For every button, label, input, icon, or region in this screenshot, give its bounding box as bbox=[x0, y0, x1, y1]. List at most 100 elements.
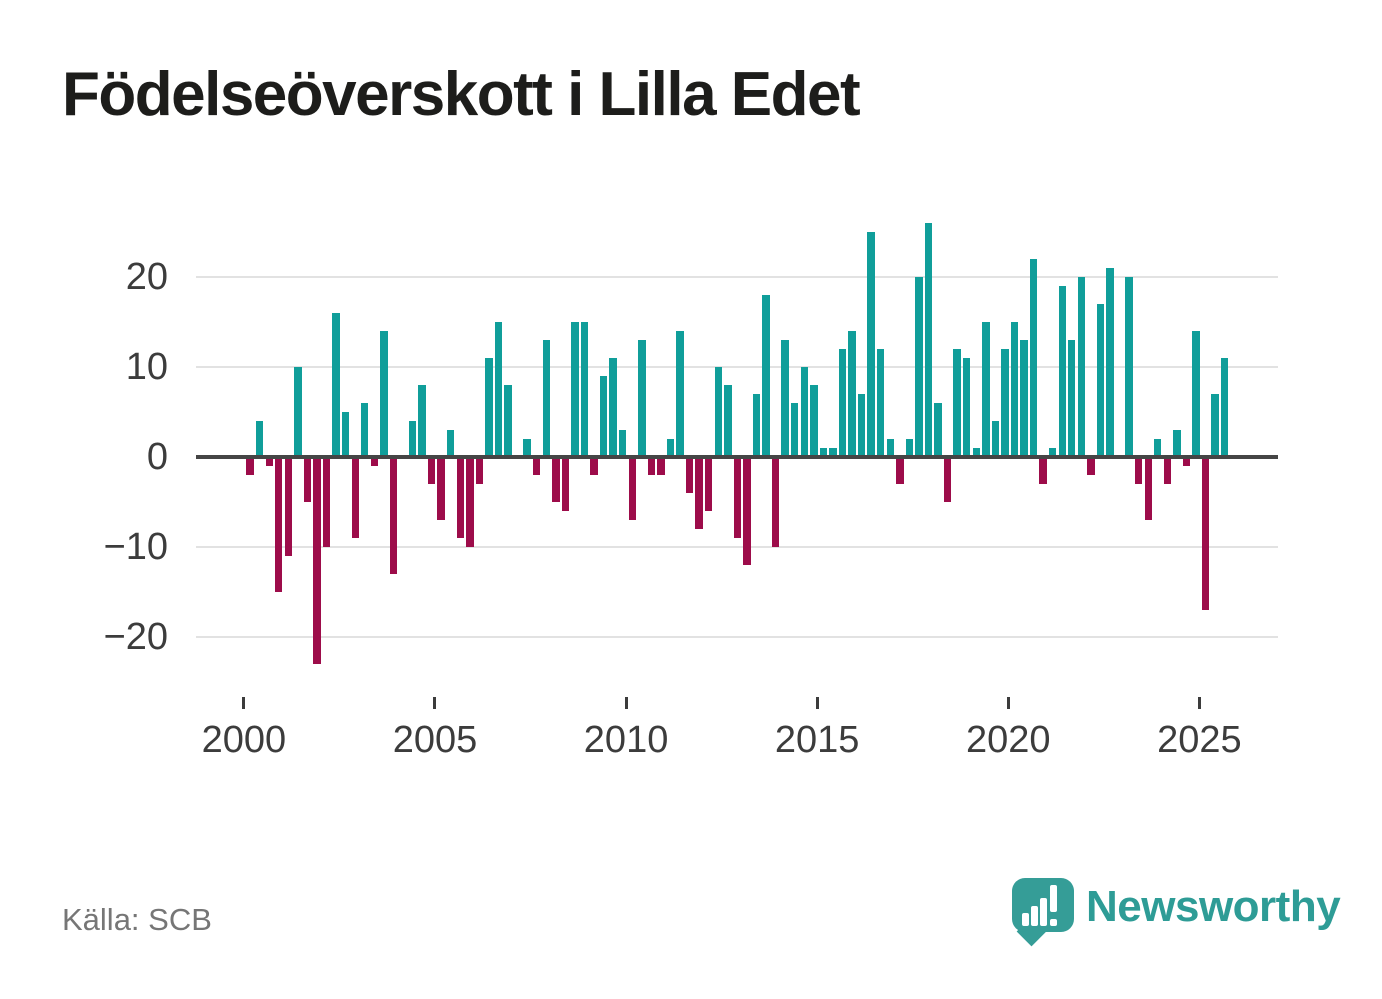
bar bbox=[303, 457, 312, 503]
bar bbox=[1201, 457, 1210, 611]
x-tick bbox=[624, 697, 628, 709]
x-tick bbox=[1006, 697, 1010, 709]
x-tick bbox=[242, 697, 246, 709]
bar bbox=[1182, 457, 1191, 467]
bar bbox=[896, 457, 904, 485]
bar bbox=[313, 457, 321, 665]
bar bbox=[982, 322, 990, 458]
bar bbox=[1144, 457, 1152, 521]
bar bbox=[485, 358, 493, 458]
bar bbox=[991, 421, 1000, 458]
gridline bbox=[196, 546, 1278, 549]
bar bbox=[705, 457, 713, 512]
bar bbox=[427, 457, 436, 485]
bar bbox=[466, 457, 474, 548]
bar bbox=[924, 223, 933, 458]
bar bbox=[848, 331, 856, 458]
bar bbox=[1154, 439, 1162, 458]
bar bbox=[275, 457, 283, 593]
bar bbox=[265, 457, 273, 467]
y-tick-label: 20 bbox=[125, 256, 168, 299]
bar bbox=[456, 457, 464, 539]
bar bbox=[571, 322, 579, 458]
bar bbox=[580, 322, 589, 458]
bar bbox=[1106, 268, 1114, 458]
bar bbox=[905, 439, 914, 458]
gridline bbox=[196, 366, 1278, 369]
source-label: Källa: SCB bbox=[62, 902, 212, 937]
y-tick-label: 10 bbox=[125, 346, 168, 389]
bar bbox=[838, 349, 847, 458]
bar bbox=[829, 448, 837, 458]
bar bbox=[752, 394, 761, 458]
bar bbox=[695, 457, 703, 530]
bar bbox=[666, 439, 675, 458]
bar bbox=[791, 403, 799, 458]
zero-axis-line bbox=[196, 455, 1278, 460]
bar bbox=[1020, 340, 1028, 458]
bar bbox=[638, 340, 646, 458]
bar bbox=[915, 277, 923, 458]
gridline bbox=[196, 636, 1278, 639]
bar bbox=[1029, 259, 1038, 458]
bar bbox=[1134, 457, 1143, 485]
bar bbox=[647, 457, 656, 476]
bar bbox=[676, 331, 684, 458]
bar bbox=[351, 457, 359, 539]
bar bbox=[1163, 457, 1172, 485]
y-tick-label: −20 bbox=[103, 616, 168, 659]
bar bbox=[599, 376, 608, 458]
bar bbox=[953, 349, 961, 458]
bar bbox=[743, 457, 751, 566]
bar bbox=[542, 340, 550, 458]
y-tick-label: −10 bbox=[103, 526, 168, 569]
bar bbox=[886, 439, 894, 458]
bar bbox=[733, 457, 742, 539]
bar bbox=[255, 421, 264, 458]
bar bbox=[628, 457, 636, 521]
x-tick-label: 2015 bbox=[774, 719, 860, 761]
bar bbox=[800, 367, 808, 458]
gridline bbox=[196, 276, 1278, 279]
bar bbox=[533, 457, 541, 476]
x-tick bbox=[433, 697, 437, 709]
x-tick bbox=[1197, 697, 1201, 709]
bar bbox=[447, 430, 455, 458]
bar bbox=[552, 457, 560, 503]
x-tick-label: 2000 bbox=[201, 719, 287, 761]
y-tick-label: 0 bbox=[146, 436, 168, 479]
bar bbox=[877, 349, 885, 458]
bar bbox=[762, 295, 770, 458]
bar bbox=[724, 385, 732, 458]
bar bbox=[685, 457, 694, 494]
bar bbox=[1001, 349, 1009, 458]
bar bbox=[418, 385, 426, 458]
bar bbox=[657, 457, 665, 476]
x-tick bbox=[815, 697, 819, 709]
bar bbox=[943, 457, 952, 503]
bar bbox=[934, 403, 942, 458]
bar bbox=[1048, 448, 1057, 458]
bar bbox=[294, 367, 302, 458]
bar bbox=[1039, 457, 1047, 485]
bar bbox=[810, 385, 818, 458]
bar bbox=[389, 457, 398, 575]
bar bbox=[341, 412, 350, 458]
bar bbox=[332, 313, 340, 458]
bar bbox=[1125, 277, 1133, 458]
bar bbox=[1058, 286, 1066, 458]
bar bbox=[1077, 277, 1086, 458]
bar bbox=[494, 322, 503, 458]
bar bbox=[857, 394, 866, 458]
bar bbox=[322, 457, 331, 548]
bar bbox=[972, 448, 980, 458]
bar bbox=[1211, 394, 1219, 458]
bar bbox=[781, 340, 789, 458]
bar bbox=[1068, 340, 1076, 458]
bar bbox=[408, 421, 417, 458]
bar bbox=[246, 457, 254, 476]
bar bbox=[1010, 322, 1019, 458]
bar bbox=[819, 448, 828, 458]
